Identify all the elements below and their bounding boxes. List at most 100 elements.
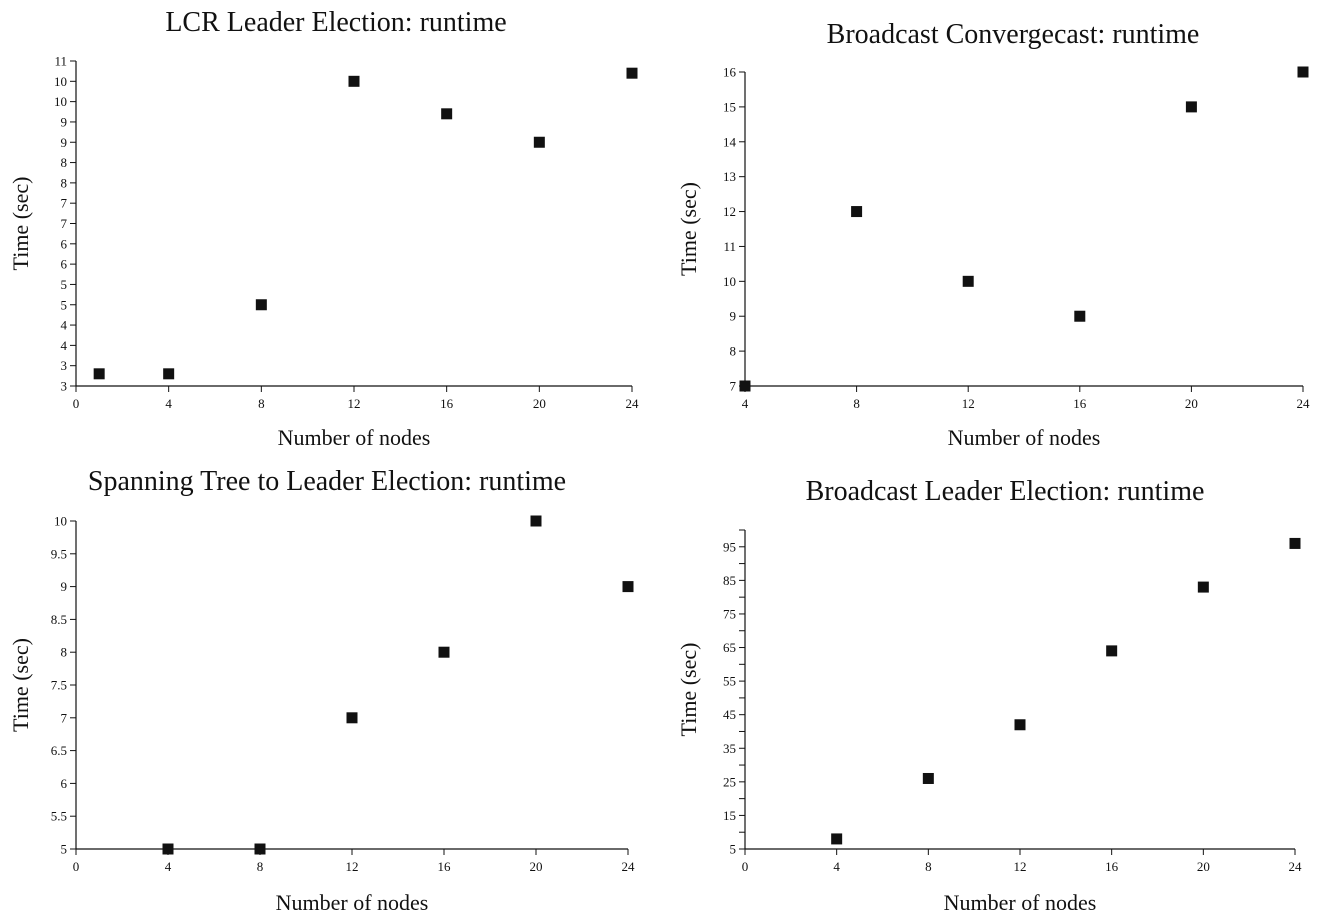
data-point	[626, 67, 638, 79]
y-tick-label: 6.5	[51, 743, 67, 758]
chart-panel-3: Spanning Tree to Leader Election: runtim…	[8, 466, 635, 915]
y-tick-label: 15	[723, 99, 736, 114]
y-tick-label: 11	[54, 54, 67, 69]
x-axis-label: Number of nodes	[944, 890, 1097, 915]
x-tick-label: 16	[1105, 859, 1119, 874]
y-tick-label: 65	[723, 640, 736, 655]
chart-panel-1: LCR Leader Election: runtime 3 3 4 4 5 5 6 6 7 7 8 8…	[8, 7, 639, 450]
x-tick-label: 20	[1197, 859, 1210, 874]
y-tick-label: 5	[61, 297, 68, 312]
x-tick-label: 4	[165, 859, 172, 874]
y-tick-label: 5	[61, 277, 68, 292]
y-tick-label: 5	[730, 842, 737, 857]
y-tick-label: 75	[723, 606, 736, 621]
x-tick-label: 0	[742, 859, 749, 874]
y-tick-label: 3	[61, 379, 68, 394]
y-tick-label: 9	[61, 114, 68, 129]
x-tick-label: 12	[962, 396, 975, 411]
x-tick-label: 20	[533, 396, 546, 411]
data-point	[831, 833, 843, 845]
y-tick-label: 8	[730, 344, 737, 359]
x-axis-label: Number of nodes	[948, 425, 1101, 450]
y-tick-label: 85	[723, 573, 736, 588]
y-tick-label: 10	[54, 514, 67, 529]
y-tick-label: 7	[61, 196, 68, 211]
y-tick-label: 6	[61, 776, 68, 791]
data-point	[851, 206, 863, 218]
data-point	[1197, 581, 1209, 593]
y-tick-label: 7	[61, 710, 68, 725]
y-tick-label: 55	[723, 674, 736, 689]
data-point	[441, 108, 453, 120]
y-tick-label: 6	[61, 236, 68, 251]
x-tick-label: 0	[73, 396, 80, 411]
data-point	[93, 368, 105, 380]
y-tick-label: 8	[61, 645, 68, 660]
y-tick-label: 15	[723, 808, 736, 823]
y-tick-label: 7.5	[51, 678, 67, 693]
x-tick-label: 12	[346, 859, 359, 874]
y-tick-label: 45	[723, 707, 736, 722]
data-point	[255, 299, 267, 311]
data-point	[1106, 645, 1118, 657]
x-tick-label: 16	[438, 859, 452, 874]
x-axis-label: Number of nodes	[276, 890, 429, 915]
data-point	[530, 515, 542, 527]
x-tick-label: 20	[530, 859, 543, 874]
y-axis-label: Time (sec)	[676, 643, 701, 737]
y-tick-label: 14	[723, 134, 737, 149]
data-point	[962, 275, 974, 287]
chart-title: LCR Leader Election: runtime	[165, 7, 506, 38]
y-tick-label: 5.5	[51, 809, 67, 824]
x-tick-label: 12	[348, 396, 361, 411]
y-axis-label: Time (sec)	[8, 177, 33, 271]
y-tick-label: 12	[723, 204, 736, 219]
y-tick-label: 25	[723, 774, 736, 789]
x-tick-label: 24	[622, 859, 636, 874]
data-point	[1297, 66, 1309, 78]
y-axis-label: Time (sec)	[8, 638, 33, 732]
data-point	[533, 136, 545, 148]
x-tick-label: 0	[73, 859, 80, 874]
y-tick-label: 3	[61, 358, 68, 373]
x-tick-label: 4	[833, 859, 840, 874]
chart-title: Spanning Tree to Leader Election: runtim…	[88, 466, 566, 497]
y-tick-label: 5	[61, 842, 68, 857]
x-tick-label: 24	[1297, 396, 1311, 411]
chart-panel-4: Broadcast Leader Election: runtime 5 15 25 3…	[676, 476, 1302, 915]
y-tick-label: 7	[730, 379, 737, 394]
data-point	[163, 368, 175, 380]
x-tick-label: 4	[165, 396, 172, 411]
data-point	[438, 646, 450, 658]
data-point	[622, 581, 634, 593]
data-point	[1074, 310, 1086, 322]
y-tick-label: 9	[730, 309, 737, 324]
y-tick-label: 9	[61, 135, 68, 150]
y-tick-label: 95	[723, 539, 736, 554]
data-point	[254, 843, 266, 855]
data-point	[1014, 719, 1026, 731]
data-point	[348, 75, 360, 87]
data-point	[739, 380, 751, 392]
y-tick-label: 6	[61, 257, 68, 272]
data-point	[1289, 537, 1301, 549]
data-point	[162, 843, 174, 855]
x-tick-label: 8	[258, 396, 265, 411]
chart-title: Broadcast Convergecast: runtime	[827, 19, 1200, 50]
y-tick-label: 7	[61, 216, 68, 231]
data-point	[922, 772, 934, 784]
x-tick-label: 4	[742, 396, 749, 411]
x-tick-label: 8	[853, 396, 860, 411]
y-tick-label: 11	[723, 239, 736, 254]
chart-panel-2: Broadcast Convergecast: runtime 7 8 9 10 11 12…	[676, 19, 1310, 450]
x-tick-label: 8	[257, 859, 264, 874]
y-axis-label: Time (sec)	[676, 182, 701, 276]
data-point	[1185, 101, 1197, 113]
y-tick-label: 10	[723, 274, 736, 289]
x-tick-label: 20	[1185, 396, 1198, 411]
x-tick-label: 16	[1073, 396, 1087, 411]
x-tick-label: 16	[440, 396, 454, 411]
data-point	[346, 712, 358, 724]
x-tick-label: 24	[1289, 859, 1303, 874]
